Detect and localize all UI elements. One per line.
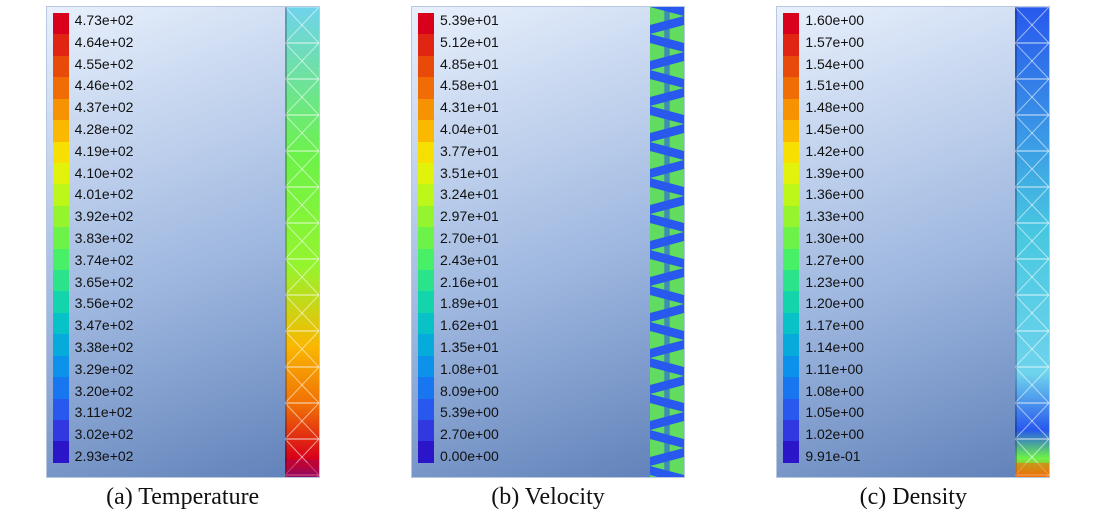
legend-colorbar [783,13,799,463]
legend-label: 2.16e+01 [440,275,499,289]
legend-label: 2.43e+01 [440,253,499,267]
legend-label: 3.74e+02 [75,253,134,267]
legend-label: 3.11e+02 [75,405,134,419]
legend-labels: 4.73e+02 4.64e+02 4.55e+02 4.46e+02 4.37e+02… [75,13,134,463]
legend-label: 4.37e+02 [75,100,134,114]
legend-label: 3.02e+02 [75,427,134,441]
panel-caption: (a) Temperature [106,484,259,511]
legend-label: 1.20e+00 [805,296,864,310]
legend-label: 4.85e+01 [440,57,499,71]
legend-label: 3.65e+02 [75,275,134,289]
contour-panel: 1.60e+00 1.57e+00 1.54e+00 1.51e+00 1.48e+00… [776,6,1050,478]
legend-label: 4.28e+02 [75,122,134,136]
panel-caption: (c) Density [860,484,967,511]
legend-label: 3.20e+02 [75,384,134,398]
legend-label: 1.57e+00 [805,35,864,49]
legend-label: 1.05e+00 [805,405,864,419]
contour-strip [650,7,684,477]
legend-label: 3.51e+01 [440,166,499,180]
legend-label: 1.17e+00 [805,318,864,332]
legend-label: 5.39e+01 [440,13,499,27]
legend-colorbar [418,13,434,463]
legend-label: 4.46e+02 [75,78,134,92]
panel-caption: (b) Velocity [491,484,605,511]
legend-label: 3.83e+02 [75,231,134,245]
contour-strip [1015,7,1049,477]
legend-label: 4.73e+02 [75,13,134,27]
legend-label: 2.93e+02 [75,449,134,463]
legend-label: 3.77e+01 [440,144,499,158]
legend-label: 3.47e+02 [75,318,134,332]
legend-label: 1.51e+00 [805,78,864,92]
legend-label: 3.56e+02 [75,296,134,310]
legend-label: 4.55e+02 [75,57,134,71]
legend-label: 1.42e+00 [805,144,864,158]
legend-label: 4.31e+01 [440,100,499,114]
color-legend: 5.39e+01 5.12e+01 4.85e+01 4.58e+01 4.31e+01… [418,13,499,463]
legend-label: 1.27e+00 [805,253,864,267]
legend-colorbar [53,13,69,463]
legend-label: 3.24e+01 [440,187,499,201]
contour-strip [285,7,319,477]
legend-label: 1.62e+01 [440,318,499,332]
panel-wrap: 5.39e+01 5.12e+01 4.85e+01 4.58e+01 4.31e+01… [411,6,685,511]
color-legend: 4.73e+02 4.64e+02 4.55e+02 4.46e+02 4.37e+02… [53,13,134,463]
legend-label: 0.00e+00 [440,449,499,463]
legend-label: 1.60e+00 [805,13,864,27]
legend-label: 4.10e+02 [75,166,134,180]
legend-label: 1.23e+00 [805,275,864,289]
legend-label: 2.70e+00 [440,427,499,441]
legend-label: 3.38e+02 [75,340,134,354]
legend-label: 1.89e+01 [440,296,499,310]
legend-label: 3.92e+02 [75,209,134,223]
legend-label: 1.30e+00 [805,231,864,245]
legend-label: 2.97e+01 [440,209,499,223]
contour-panel: 5.39e+01 5.12e+01 4.85e+01 4.58e+01 4.31e+01… [411,6,685,478]
legend-label: 5.39e+00 [440,405,499,419]
legend-label: 1.11e+00 [805,362,864,376]
panel-wrap: 1.60e+00 1.57e+00 1.54e+00 1.51e+00 1.48e+00… [776,6,1050,511]
legend-label: 4.01e+02 [75,187,134,201]
color-legend: 1.60e+00 1.57e+00 1.54e+00 1.51e+00 1.48e+00… [783,13,864,463]
legend-label: 1.48e+00 [805,100,864,114]
legend-label: 5.12e+01 [440,35,499,49]
legend-label: 9.91e-01 [805,449,864,463]
legend-label: 1.08e+00 [805,384,864,398]
panel-wrap: 4.73e+02 4.64e+02 4.55e+02 4.46e+02 4.37e+02… [46,6,320,511]
legend-label: 1.39e+00 [805,166,864,180]
legend-label: 1.35e+01 [440,340,499,354]
legend-label: 1.54e+00 [805,57,864,71]
legend-label: 1.14e+00 [805,340,864,354]
contour-panel: 4.73e+02 4.64e+02 4.55e+02 4.46e+02 4.37e+02… [46,6,320,478]
legend-label: 1.36e+00 [805,187,864,201]
legend-label: 3.29e+02 [75,362,134,376]
legend-label: 1.08e+01 [440,362,499,376]
legend-label: 1.33e+00 [805,209,864,223]
legend-label: 8.09e+00 [440,384,499,398]
legend-label: 1.02e+00 [805,427,864,441]
legend-label: 4.19e+02 [75,144,134,158]
legend-label: 4.58e+01 [440,78,499,92]
legend-label: 2.70e+01 [440,231,499,245]
legend-labels: 1.60e+00 1.57e+00 1.54e+00 1.51e+00 1.48e+00… [805,13,864,463]
legend-label: 1.45e+00 [805,122,864,136]
legend-label: 4.04e+01 [440,122,499,136]
legend-labels: 5.39e+01 5.12e+01 4.85e+01 4.58e+01 4.31e+01… [440,13,499,463]
figure-row: 4.73e+02 4.64e+02 4.55e+02 4.46e+02 4.37e+02… [0,0,1096,511]
legend-label: 4.64e+02 [75,35,134,49]
